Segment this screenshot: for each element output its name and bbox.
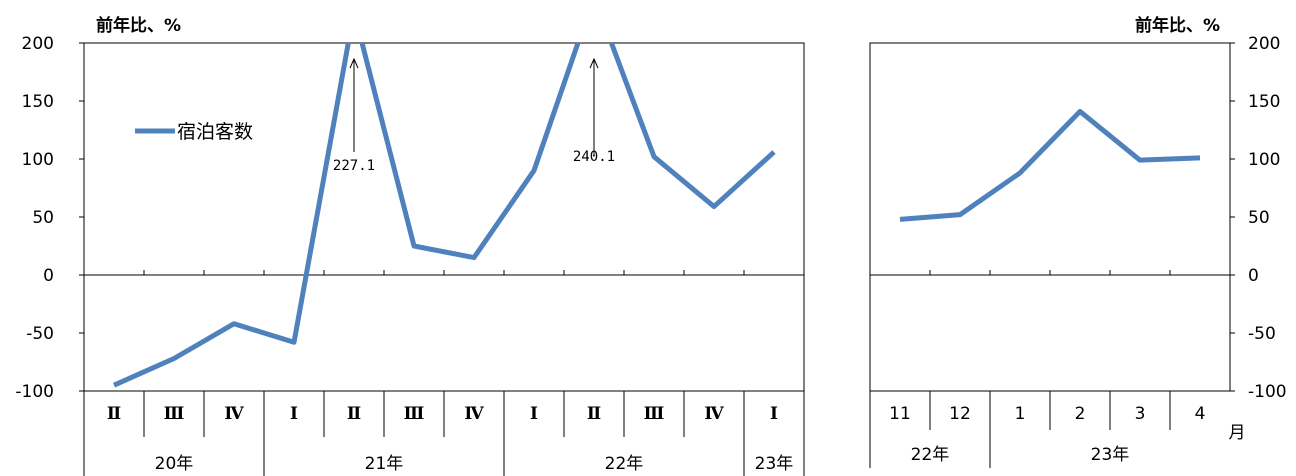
left-category-label: Ⅱ: [587, 404, 601, 424]
legend-label: 宿泊客数: [177, 121, 253, 143]
left-ytick-label: -50: [26, 324, 54, 344]
right-ytick-label: 100: [1248, 150, 1280, 170]
right-ytick-label: 50: [1248, 208, 1270, 228]
left-ytick-label: 150: [22, 92, 54, 112]
right-month-suffix: 月: [1229, 423, 1246, 443]
right-ytick-label: -100: [1248, 382, 1287, 402]
left-ytick-label: 200: [22, 34, 54, 54]
right-month-label: 11: [889, 404, 911, 424]
left-category-label: Ⅳ: [704, 404, 724, 424]
left-ytick-label: -100: [15, 382, 54, 402]
left-category-label: Ⅲ: [404, 404, 425, 424]
peak-annotation-label: 227.1: [333, 158, 375, 174]
right-unit-label: 前年比、%: [1135, 15, 1220, 36]
annotation-arrow-head: [349, 57, 359, 69]
left-ytick-label: 0: [43, 266, 54, 286]
left-ytick-label: 50: [32, 208, 54, 228]
left-category-label: Ⅰ: [770, 404, 778, 424]
left-category-label: Ⅱ: [347, 404, 361, 424]
left-plot-frame: [83, 42, 805, 392]
right-year-label: 23年: [1091, 445, 1130, 465]
left-year-label: 23年: [755, 454, 794, 474]
left-category-label: Ⅰ: [290, 404, 298, 424]
left-category-label: Ⅰ: [530, 404, 538, 424]
right-ytick-label: -50: [1248, 324, 1276, 344]
left-category-label: Ⅱ: [107, 404, 121, 424]
right-month-label: 2: [1075, 404, 1086, 424]
left-year-label: 21年: [365, 454, 404, 474]
left-ytick-label: 100: [22, 150, 54, 170]
right-month-label: 4: [1195, 404, 1206, 424]
annotation-arrow-head: [589, 57, 599, 69]
left-category-label: Ⅲ: [644, 404, 665, 424]
left-category-label: Ⅳ: [464, 404, 484, 424]
right-series-line: [899, 108, 1201, 222]
right-month-label: 1: [1015, 404, 1026, 424]
left-series-line: [112, 43, 776, 388]
left-year-label: 22年: [605, 454, 644, 474]
peak-annotation-label: 240.1: [573, 149, 615, 165]
right-month-label: 3: [1135, 404, 1146, 424]
left-year-label: 20年: [155, 454, 194, 474]
right-ytick-label: 200: [1248, 34, 1280, 54]
right-month-label: 12: [949, 404, 971, 424]
right-year-label: 22年: [911, 445, 950, 465]
left-unit-label: 前年比、%: [96, 15, 181, 36]
right-ytick-label: 150: [1248, 92, 1280, 112]
left-category-label: Ⅲ: [164, 404, 185, 424]
right-ytick-label: 0: [1248, 266, 1259, 286]
left-category-label: Ⅳ: [224, 404, 244, 424]
